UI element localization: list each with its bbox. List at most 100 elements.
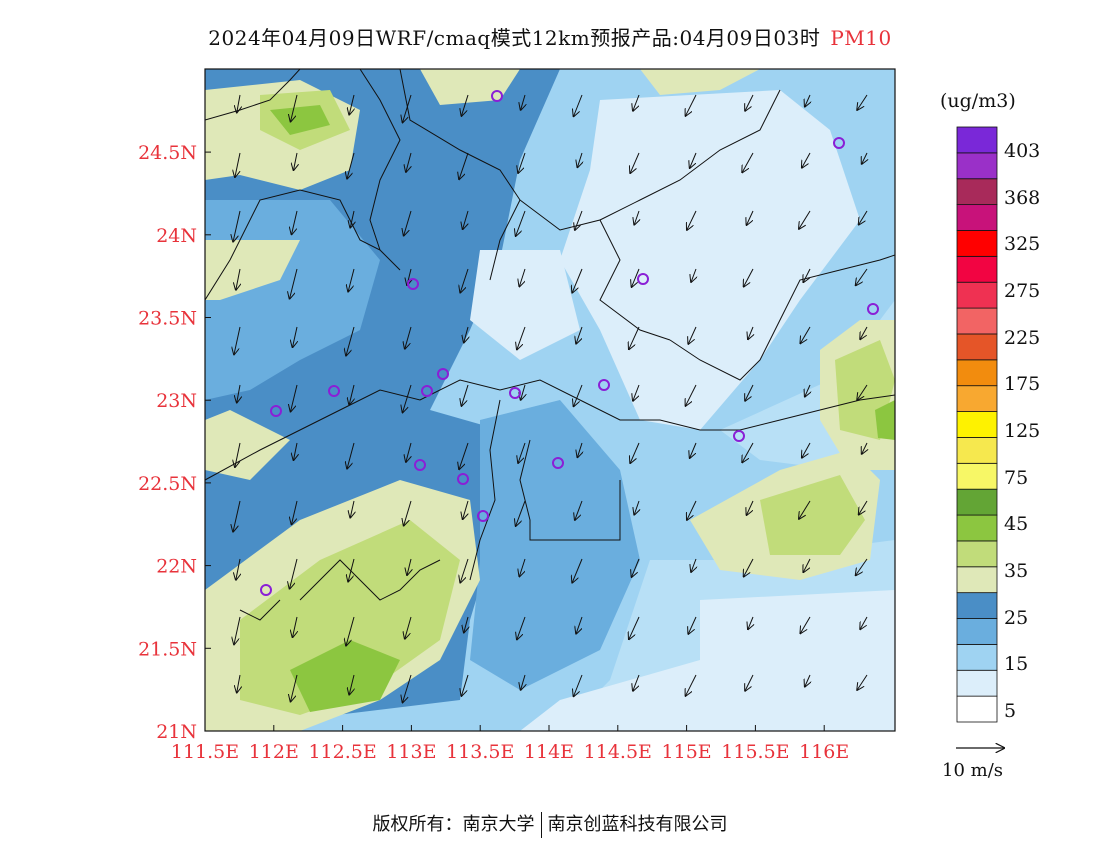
wind-arrow xyxy=(632,268,640,287)
colorbar-label: 403 xyxy=(1004,140,1041,162)
wind-arrow xyxy=(803,268,811,282)
wind-arrow xyxy=(686,94,697,116)
wind-arrow xyxy=(346,616,355,646)
x-tick-label: 113E xyxy=(386,741,436,763)
wind-arrow xyxy=(805,384,810,397)
x-tick-label: 115.5E xyxy=(721,741,789,763)
wind-arrow xyxy=(862,442,867,454)
wind-arrow xyxy=(856,558,868,575)
wind-arrow xyxy=(346,326,355,356)
wind-arrow xyxy=(294,152,297,170)
wind-arrow xyxy=(463,500,468,519)
colorbar-bin xyxy=(956,126,998,154)
wind-arrow xyxy=(577,442,582,457)
wind-arrow xyxy=(857,384,868,400)
x-tick-label: 111.5E xyxy=(171,741,239,763)
wind-arrow xyxy=(748,616,753,629)
wind-arrow xyxy=(517,616,526,639)
colorbar-bin xyxy=(956,152,998,180)
wind-arrow xyxy=(518,442,526,463)
wind-arrow xyxy=(802,152,811,168)
concentration-field xyxy=(205,69,895,731)
colorbar-bin xyxy=(956,592,998,619)
wind-arrow xyxy=(688,616,697,634)
wind-arrow xyxy=(406,152,411,172)
wind-arrow xyxy=(291,94,298,121)
wind-arrow xyxy=(857,674,868,690)
colorbar-label: 368 xyxy=(1004,186,1041,209)
wind-arrow xyxy=(461,674,469,696)
colorbar-bin xyxy=(956,255,998,283)
wind-arrow xyxy=(406,442,411,462)
wind-arrow xyxy=(348,558,355,582)
wind-arrow xyxy=(630,152,640,173)
copyright-left: 版权所有：南京大学 xyxy=(372,814,535,835)
wind-arrow xyxy=(405,616,412,639)
wind-arrow xyxy=(802,442,811,458)
y-tick-label: 21.5N xyxy=(138,638,197,660)
colorbar-label: 175 xyxy=(1004,373,1041,396)
map-title: 2024年04月09日WRF/cmaq模式12km预报产品:04月09日03时 P… xyxy=(0,22,1100,51)
wind-arrow xyxy=(347,442,355,469)
wind-arrow xyxy=(519,558,526,576)
station-marker xyxy=(414,459,426,471)
boundary-lines xyxy=(205,69,895,621)
wind-arrow xyxy=(800,616,811,633)
wind-arrow xyxy=(574,384,583,406)
y-tick-label: 21N xyxy=(156,721,197,743)
wind-arrow xyxy=(860,616,868,629)
wind-arrow xyxy=(803,558,811,572)
colorbar-label: 225 xyxy=(1004,326,1041,349)
station-marker xyxy=(270,405,282,417)
axis-ticks: 111.5E 112E 112.5E 113E 113.5E 114E 114.5E 115E… xyxy=(138,142,849,763)
colorbar-unit: (ug/m3) xyxy=(940,90,1016,112)
wind-arrow xyxy=(461,94,469,116)
wind-arrow xyxy=(574,94,583,116)
wind-arrow xyxy=(688,326,697,344)
wind-arrow xyxy=(237,384,240,402)
title-variable: PM10 xyxy=(830,26,892,50)
wind-arrow xyxy=(805,94,810,107)
wind-arrow xyxy=(290,268,298,299)
x-tick-label: 116E xyxy=(799,741,849,763)
colorbar-bin xyxy=(956,669,998,697)
wind-arrow xyxy=(575,500,583,520)
wind-arrow xyxy=(460,268,469,292)
wind-arrow xyxy=(291,384,298,411)
wind-arrow xyxy=(461,384,469,406)
wind-arrow xyxy=(234,616,241,644)
wind-arrow xyxy=(859,500,868,515)
y-tick-label: 23N xyxy=(156,390,197,412)
y-tick-label: 22N xyxy=(156,556,197,578)
station-marker xyxy=(260,584,272,596)
wind-arrow xyxy=(633,384,640,401)
wind-arrow xyxy=(404,500,412,526)
wind-arrow xyxy=(237,674,240,692)
wind-arrow xyxy=(349,674,354,695)
wind-arrow xyxy=(572,268,583,293)
wind-arrow xyxy=(407,558,411,575)
y-tick-label: 24.5N xyxy=(138,142,197,164)
wind-arrow xyxy=(630,442,640,463)
wind-arrow xyxy=(403,94,412,122)
copyright-right: 南京创蓝科技有限公司 xyxy=(547,814,728,835)
station-marker xyxy=(509,387,521,399)
colorbar-bin xyxy=(956,333,998,361)
wind-vectors xyxy=(233,94,868,702)
wind-arrow xyxy=(347,152,355,179)
wind-arrow xyxy=(403,674,412,702)
wind-arrow xyxy=(572,558,583,583)
x-tick-label: 113.5E xyxy=(446,741,514,763)
station-marker xyxy=(491,90,503,102)
colorbar-label: 275 xyxy=(1004,280,1041,302)
copyright-separator xyxy=(540,812,542,838)
wind-arrow xyxy=(574,674,583,696)
colorbar-bin xyxy=(956,643,998,671)
station-marker xyxy=(637,273,649,285)
colorbar-bin xyxy=(956,411,998,438)
wind-arrow xyxy=(745,384,754,401)
wind-arrow xyxy=(856,268,868,285)
colorbar-bin xyxy=(956,566,998,594)
wind-arrow xyxy=(517,326,526,349)
wind-arrow xyxy=(521,384,525,400)
